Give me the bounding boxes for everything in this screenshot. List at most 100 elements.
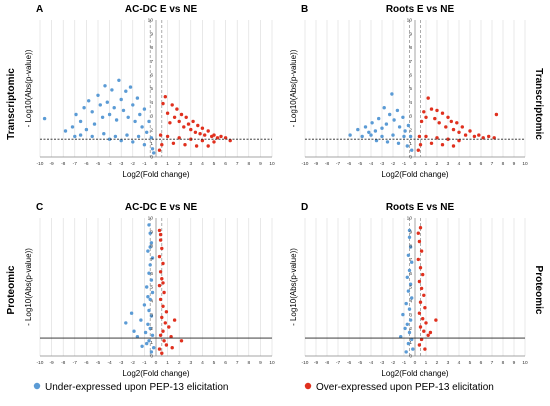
x-tick-label: -6: [347, 161, 352, 167]
x-tick-label: -2: [131, 161, 136, 167]
data-point: [446, 137, 450, 141]
data-point: [424, 321, 428, 325]
panel-title: AC-DC E vs NE: [125, 202, 198, 213]
data-point: [407, 228, 412, 233]
y-tick-label: 9: [409, 31, 412, 37]
panel-letter: D: [301, 202, 308, 213]
x-axis-label: Log2(Fold change): [122, 170, 189, 179]
data-point: [168, 121, 172, 125]
data-point: [100, 115, 105, 120]
data-point: [126, 115, 130, 120]
data-point: [360, 134, 364, 139]
data-point: [177, 119, 181, 124]
x-tick-label: 5: [213, 161, 216, 167]
y-tick-label: 0: [409, 354, 412, 360]
data-point: [408, 318, 413, 322]
data-point: [160, 143, 164, 147]
data-point: [487, 134, 491, 139]
data-point: [152, 151, 156, 155]
data-point: [418, 300, 423, 304]
data-point: [419, 119, 424, 124]
data-point: [435, 108, 439, 113]
data-point: [148, 231, 152, 235]
data-point: [162, 290, 166, 295]
data-point: [451, 144, 456, 148]
x-tick-label: 5: [213, 360, 216, 366]
y-tick-label: 1: [409, 340, 412, 346]
data-point: [429, 107, 434, 111]
y-tick-label: 2: [150, 326, 153, 332]
y-axis-label: - Log10(Abs(p-value)): [24, 248, 33, 326]
data-point: [157, 283, 162, 288]
data-point: [472, 134, 477, 139]
data-point: [449, 119, 453, 124]
data-point: [422, 110, 426, 114]
data-point: [161, 304, 165, 308]
y-tick-label: 10: [407, 18, 413, 24]
data-point: [82, 106, 86, 110]
data-point: [390, 92, 394, 96]
x-tick-label: 7: [236, 360, 239, 366]
data-point: [434, 318, 438, 322]
y-tick-label: 4: [150, 299, 153, 305]
data-point: [401, 312, 405, 317]
data-point: [433, 116, 437, 121]
y-axis-label: - Log10(Abs(p-value)): [24, 49, 33, 127]
data-point: [179, 339, 184, 343]
x-tick-label: 3: [447, 161, 450, 167]
x-tick-label: -4: [107, 360, 112, 366]
x-tick-label: 10: [269, 360, 275, 366]
data-point: [405, 322, 409, 326]
y-tick-label: 0: [150, 155, 153, 161]
data-point: [219, 134, 223, 139]
x-tick-label: -10: [37, 161, 44, 167]
y-tick-label: 7: [409, 59, 412, 65]
x-tick-label: -3: [119, 360, 124, 366]
data-point: [392, 118, 396, 122]
data-point: [90, 110, 94, 114]
x-tick-label: -5: [358, 161, 363, 167]
data-point: [373, 129, 378, 133]
x-tick-label: -8: [325, 161, 330, 167]
data-point: [370, 121, 374, 125]
panel-title: AC-DC E vs NE: [125, 4, 198, 15]
row-label-left-transcriptomic: Transcriptomic: [6, 68, 17, 140]
x-tick-label: -1: [402, 161, 407, 167]
data-point: [149, 136, 154, 140]
data-point: [63, 129, 68, 133]
data-point: [189, 127, 193, 132]
data-point: [146, 322, 150, 326]
x-tick-label: 3: [189, 161, 192, 167]
y-tick-label: 6: [150, 73, 153, 79]
data-point: [172, 318, 177, 322]
panel-letter: B: [301, 4, 308, 15]
x-tick-label: -6: [84, 360, 89, 366]
series-under: [124, 223, 156, 354]
data-point: [440, 111, 445, 115]
data-point: [380, 126, 384, 130]
data-point: [87, 99, 91, 103]
data-point: [457, 138, 461, 143]
data-point: [405, 144, 409, 148]
x-tick-label: 3: [189, 360, 192, 366]
data-point: [164, 310, 169, 314]
data-point: [125, 133, 129, 137]
y-tick-label: 0: [150, 354, 153, 360]
data-point: [110, 88, 114, 92]
x-tick-label: 0: [155, 360, 158, 366]
data-point: [90, 134, 94, 139]
row-label-left-proteomic: Proteomic: [6, 265, 17, 314]
x-tick-label: -1: [142, 360, 147, 366]
data-point: [193, 130, 198, 134]
panel-b: -10 -9 -8 -7 -6 -5 -4 -3 -2 -1 0 1 2 3 4 5 6 7 8 9 100123456…: [289, 4, 528, 179]
x-tick-label: 1: [166, 360, 169, 366]
data-point: [212, 133, 216, 137]
data-point: [147, 223, 151, 227]
data-point: [165, 111, 170, 115]
data-point: [150, 147, 155, 151]
data-point: [403, 129, 407, 133]
data-point: [419, 337, 424, 342]
data-point: [206, 129, 210, 133]
x-tick-label: 0: [155, 161, 158, 167]
